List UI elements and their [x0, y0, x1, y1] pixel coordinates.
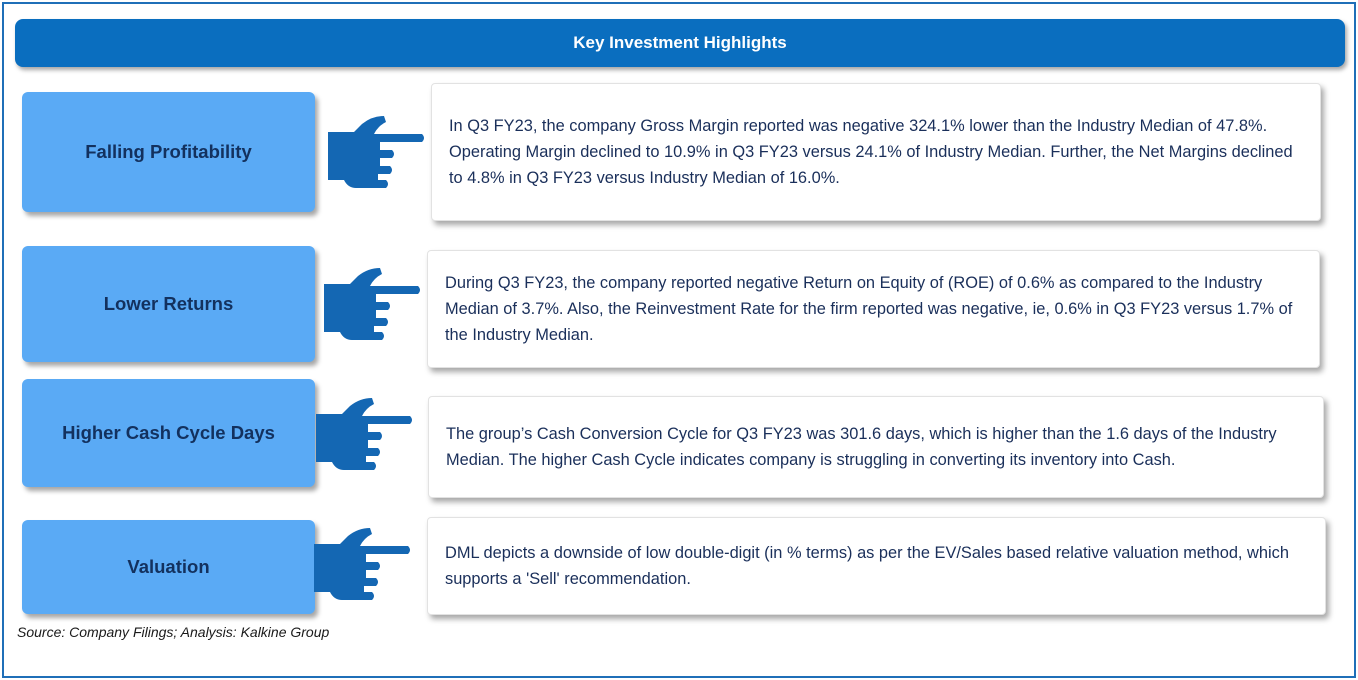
highlight-label-text: Valuation: [127, 556, 210, 577]
pointing-hand-icon: [310, 392, 414, 478]
page-title-banner: Key Investment Highlights: [15, 19, 1345, 67]
highlight-text: During Q3 FY23, the company reported neg…: [445, 274, 1293, 344]
highlight-text: In Q3 FY23, the company Gross Margin rep…: [449, 117, 1293, 187]
pointing-hand-icon: [318, 262, 422, 348]
highlight-label-valuation: Valuation: [22, 520, 315, 614]
highlight-label-text: Lower Returns: [103, 293, 234, 314]
highlight-label-higher-cash-cycle-days: Higher Cash Cycle Days: [22, 379, 315, 487]
highlight-label-falling-profitability: Falling Profitability: [22, 92, 315, 212]
highlight-text: DML depicts a downside of low double-dig…: [445, 544, 1289, 588]
highlight-label-text: Higher Cash Cycle Days: [62, 422, 275, 443]
source-note: Source: Company Filings; Analysis: Kalki…: [17, 624, 330, 640]
highlight-text-box: DML depicts a downside of low double-dig…: [427, 517, 1326, 615]
highlight-text-box: The group’s Cash Conversion Cycle for Q3…: [428, 396, 1324, 498]
page-title: Key Investment Highlights: [573, 33, 787, 52]
highlight-text-box: In Q3 FY23, the company Gross Margin rep…: [431, 83, 1321, 221]
highlight-text: The group’s Cash Conversion Cycle for Q3…: [446, 425, 1277, 469]
pointing-hand-icon: [308, 522, 412, 608]
highlight-label-text: Falling Profitability: [85, 141, 252, 162]
highlight-label-lower-returns: Lower Returns: [22, 246, 315, 362]
pointing-hand-icon: [322, 110, 426, 196]
highlight-text-box: During Q3 FY23, the company reported neg…: [427, 250, 1320, 368]
